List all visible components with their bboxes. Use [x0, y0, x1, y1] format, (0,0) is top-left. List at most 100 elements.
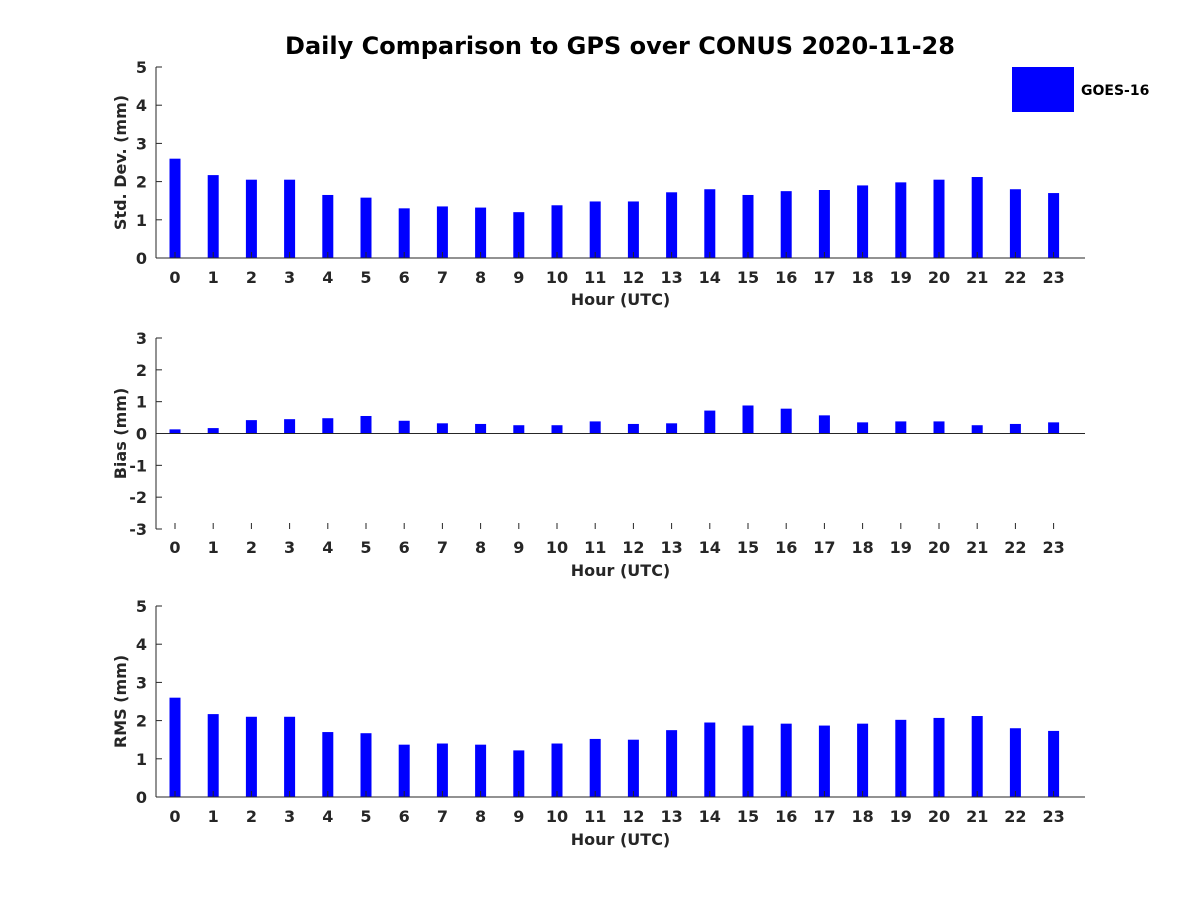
bar	[322, 418, 334, 434]
x-tick-label: 12	[622, 268, 644, 287]
x-tick-label: 2	[246, 807, 257, 826]
bar	[1009, 728, 1021, 797]
bar	[475, 744, 487, 797]
bar	[627, 423, 639, 434]
x-tick-label: 3	[284, 268, 295, 287]
x-tick-label: 14	[699, 807, 721, 826]
x-tick-label: 20	[928, 268, 950, 287]
y-tick-label: 3	[136, 329, 147, 348]
bar	[589, 738, 601, 797]
bar	[627, 201, 639, 258]
legend-label: GOES-16	[1081, 83, 1149, 99]
x-tick-label: 17	[813, 807, 835, 826]
x-tick-label: 5	[360, 268, 371, 287]
bar	[169, 697, 181, 797]
x-tick-label: 12	[622, 807, 644, 826]
y-tick-label: 0	[136, 425, 147, 444]
bar	[398, 420, 410, 434]
x-axis-label: Hour (UTC)	[571, 830, 671, 849]
x-tick-label: 3	[284, 807, 295, 826]
x-tick-label: 0	[169, 268, 180, 287]
bar	[513, 212, 525, 258]
x-tick-label: 3	[284, 538, 295, 557]
bar	[436, 423, 448, 434]
bar	[1009, 189, 1021, 258]
x-tick-label: 7	[437, 268, 448, 287]
bar	[666, 423, 678, 434]
bar	[284, 179, 296, 258]
bar	[742, 405, 754, 434]
x-tick-label: 13	[660, 538, 682, 557]
y-tick-label: 3	[136, 134, 147, 153]
x-tick-label: 9	[513, 538, 524, 557]
x-tick-label: 22	[1004, 807, 1026, 826]
bar	[589, 201, 601, 258]
x-tick-label: 10	[546, 538, 568, 557]
x-tick-label: 21	[966, 807, 988, 826]
bar	[322, 194, 334, 258]
x-tick-label: 11	[584, 268, 606, 287]
y-tick-label: 5	[136, 58, 147, 77]
bar	[780, 191, 792, 258]
bar	[360, 733, 372, 797]
x-tick-label: 16	[775, 268, 797, 287]
x-tick-label: 2	[246, 268, 257, 287]
bar	[207, 428, 219, 434]
x-tick-label: 20	[928, 807, 950, 826]
y-axis-label: Bias (mm)	[111, 388, 130, 480]
x-tick-label: 15	[737, 538, 759, 557]
x-tick-label: 22	[1004, 268, 1026, 287]
bar	[971, 716, 983, 797]
y-tick-label: 0	[136, 788, 147, 807]
x-tick-label: 4	[322, 268, 333, 287]
x-tick-label: 22	[1004, 538, 1026, 557]
x-tick-label: 8	[475, 268, 486, 287]
x-tick-label: 4	[322, 807, 333, 826]
bar	[704, 410, 716, 434]
x-tick-label: 10	[546, 268, 568, 287]
bar	[245, 179, 257, 258]
bar	[666, 192, 678, 258]
bar	[857, 185, 869, 258]
bar	[971, 425, 983, 434]
x-tick-label: 1	[208, 268, 219, 287]
y-tick-label: -2	[129, 488, 147, 507]
x-tick-label: 0	[169, 538, 180, 557]
figure-title: Daily Comparison to GPS over CONUS 2020-…	[285, 32, 955, 60]
bar	[436, 206, 448, 258]
x-tick-label: 5	[360, 807, 371, 826]
bar	[551, 205, 563, 258]
y-tick-label: -1	[129, 456, 147, 475]
bar	[589, 421, 601, 434]
x-tick-label: 13	[660, 268, 682, 287]
bar	[551, 425, 563, 434]
x-tick-label: 12	[622, 538, 644, 557]
x-tick-label: 4	[322, 538, 333, 557]
x-tick-label: 13	[660, 807, 682, 826]
bar	[933, 717, 945, 797]
bar	[895, 182, 907, 258]
bar	[1009, 423, 1021, 434]
x-tick-label: 15	[737, 807, 759, 826]
x-axis-label: Hour (UTC)	[571, 290, 671, 309]
y-tick-label: 1	[136, 750, 147, 769]
y-axis-label: RMS (mm)	[111, 655, 130, 748]
y-tick-label: 2	[136, 712, 147, 731]
x-tick-label: 21	[966, 538, 988, 557]
bar	[360, 415, 372, 434]
bar	[704, 189, 716, 258]
x-tick-label: 9	[513, 807, 524, 826]
x-tick-label: 18	[851, 538, 873, 557]
y-tick-label: 0	[136, 249, 147, 268]
legend: GOES-16	[1012, 67, 1149, 112]
bar	[780, 408, 792, 434]
bar	[475, 423, 487, 434]
bar	[169, 429, 181, 434]
bar	[436, 743, 448, 797]
x-tick-label: 2	[246, 538, 257, 557]
x-tick-label: 17	[813, 538, 835, 557]
x-axis-label: Hour (UTC)	[571, 561, 671, 580]
x-tick-label: 7	[437, 807, 448, 826]
x-tick-label: 7	[437, 538, 448, 557]
